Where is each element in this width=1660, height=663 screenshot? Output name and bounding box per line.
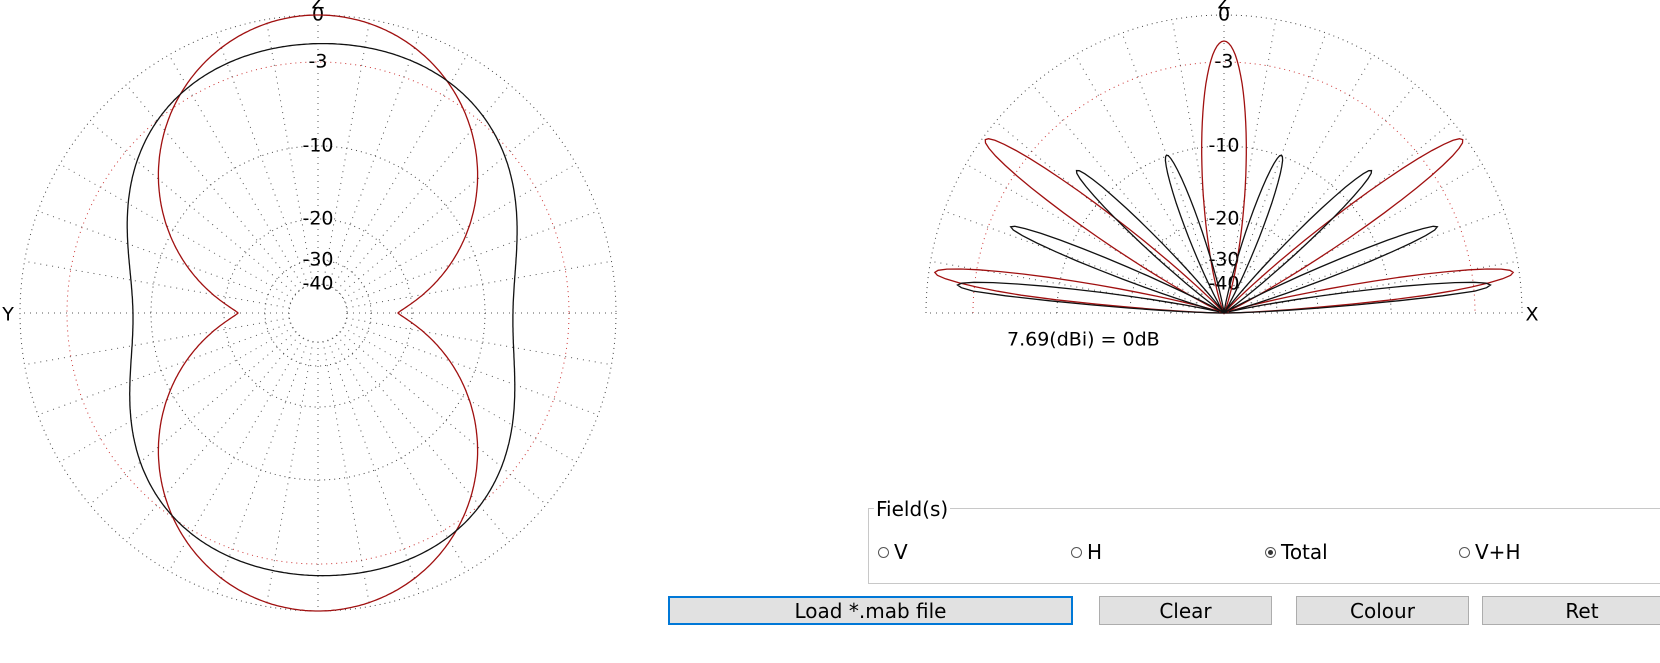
- radio-label[interactable]: Total: [1281, 540, 1328, 564]
- pattern-curve: [126, 42, 518, 577]
- ring-label: -20: [1208, 208, 1239, 230]
- grid-spoke: [332, 54, 468, 289]
- axis-label-top: Z: [311, 0, 324, 14]
- grid-spoke: [37, 322, 291, 416]
- grid-ring: [19, 14, 617, 612]
- grid-ring: [223, 218, 413, 408]
- radio-option[interactable]: H: [1071, 540, 1102, 564]
- grid-spoke: [339, 331, 547, 505]
- grid-spoke: [327, 32, 421, 286]
- button[interactable]: Clear: [1099, 596, 1272, 625]
- grid-spoke: [168, 54, 304, 289]
- grid-spoke: [126, 334, 300, 542]
- grid-spoke: [342, 163, 577, 299]
- radio-dot[interactable]: [1459, 546, 1470, 558]
- radio-label[interactable]: V+H: [1475, 540, 1521, 564]
- grid-ring: [1194, 283, 1254, 314]
- grid-spoke: [1242, 84, 1416, 292]
- polar-grid: [19, 14, 617, 612]
- grid-spoke: [265, 341, 314, 607]
- grid-spoke: [89, 331, 297, 505]
- grid-spoke: [995, 121, 1203, 295]
- grid-spoke: [37, 210, 291, 304]
- grid-spoke: [24, 260, 290, 309]
- ring-label: -10: [1208, 135, 1239, 157]
- field-group-box: [868, 508, 1660, 584]
- ring-label: -10: [302, 135, 333, 157]
- reference-note: 7.69(dBi) = 0dB: [1007, 329, 1160, 351]
- grid-ring: [150, 145, 486, 481]
- ring-label: -3: [1215, 51, 1234, 73]
- grid-ring: [972, 61, 1476, 314]
- radio-option[interactable]: V: [878, 540, 908, 564]
- axis-label-side: Y: [1, 304, 14, 326]
- ring-label: -30: [1208, 249, 1239, 271]
- grid-spoke: [215, 32, 309, 286]
- grid-spoke: [1248, 163, 1483, 299]
- grid-spoke: [1121, 32, 1215, 286]
- radio-label[interactable]: V: [894, 540, 908, 564]
- grid-spoke: [965, 163, 1200, 299]
- grid-spoke: [215, 340, 309, 594]
- grid-spoke: [322, 341, 371, 607]
- radio-option[interactable]: V+H: [1459, 540, 1520, 564]
- grid-spoke: [346, 260, 612, 309]
- radio-dot[interactable]: [1265, 546, 1276, 558]
- grid-spoke: [89, 121, 297, 295]
- grid-spoke: [345, 322, 599, 416]
- pattern-curve: [956, 154, 1492, 314]
- polar-grid: [925, 14, 1523, 314]
- radio-dot[interactable]: [1071, 546, 1082, 558]
- radio-option[interactable]: Total: [1265, 540, 1328, 564]
- radio-dot[interactable]: [878, 546, 889, 558]
- field-group-title: Field(s): [874, 497, 951, 521]
- grid-spoke: [1233, 32, 1327, 286]
- grid-spoke: [168, 337, 304, 572]
- grid-spoke: [342, 327, 577, 463]
- ring-label: -20: [302, 208, 333, 230]
- ring-label: -40: [302, 273, 333, 295]
- radio-label[interactable]: H: [1087, 540, 1103, 564]
- button[interactable]: Colour: [1296, 596, 1469, 625]
- button[interactable]: Ret: [1482, 596, 1660, 625]
- grid-ring: [1129, 218, 1319, 314]
- axis-label-side: X: [1525, 304, 1538, 326]
- ring-label: 0: [1218, 4, 1230, 26]
- grid-spoke: [336, 334, 510, 542]
- ring-label: -3: [309, 51, 328, 73]
- grid-spoke: [345, 210, 599, 304]
- grid-spoke: [59, 163, 294, 299]
- grid-spoke: [59, 327, 294, 463]
- ring-label: -30: [302, 249, 333, 271]
- grid-spoke: [126, 84, 300, 292]
- button[interactable]: Load *.mab file: [668, 596, 1073, 625]
- grid-spoke: [24, 317, 290, 366]
- grid-ring: [1056, 145, 1392, 314]
- grid-spoke: [1245, 121, 1453, 295]
- grid-spoke: [1032, 84, 1206, 292]
- grid-spoke: [336, 84, 510, 292]
- pattern-curve: [157, 14, 479, 612]
- grid-spoke: [327, 340, 421, 594]
- grid-spoke: [332, 337, 468, 572]
- axis-label-top: Z: [1217, 0, 1230, 14]
- pattern-curve: [933, 40, 1515, 315]
